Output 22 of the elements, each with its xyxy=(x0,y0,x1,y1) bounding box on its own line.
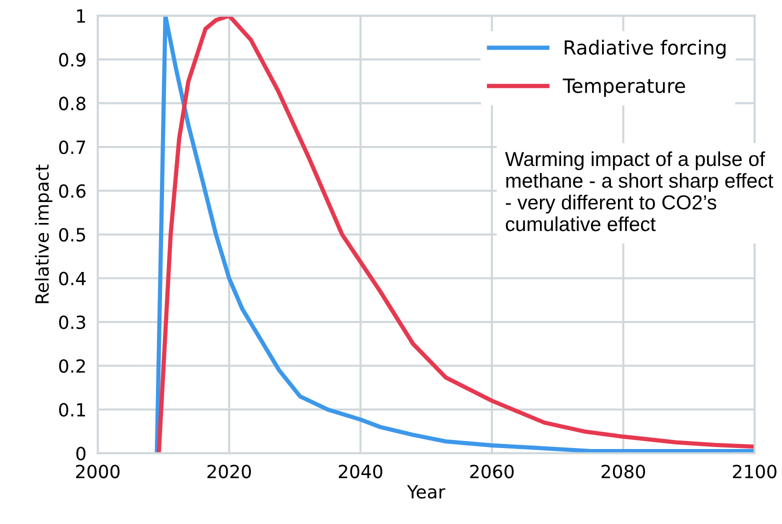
y-tick-label: 1 xyxy=(77,9,85,23)
x-tick-label: 2020 xyxy=(207,464,251,478)
y-tick-label: 0 xyxy=(76,446,86,460)
x-tick-label: 2060 xyxy=(470,464,514,478)
y-tick-label: 0.7 xyxy=(59,140,86,154)
x-tick-label: 2100 xyxy=(732,464,776,478)
y-tick-label: 0.3 xyxy=(59,315,86,330)
y-tick-label: 0.6 xyxy=(59,184,86,198)
x-axis-title: Year xyxy=(407,485,446,499)
y-tick-label: 0.9 xyxy=(59,52,86,67)
x-tick-label: 2000 xyxy=(76,464,120,478)
y-tick-label: 0.2 xyxy=(59,359,85,373)
annotation: Warming impact of a pulse of methane - a short sharp effect - very different to CO2’s cumulative effect xyxy=(505,151,774,232)
x-tick-label: 2080 xyxy=(602,464,646,478)
legend-label: Temperature xyxy=(562,78,686,97)
legend-label: Radiative forcing xyxy=(564,40,726,59)
y-tick-label: 0.4 xyxy=(59,272,86,286)
y-tick-label: 0.5 xyxy=(59,228,86,242)
x-tick-label: 2040 xyxy=(338,464,382,478)
y-tick-label: 0.1 xyxy=(59,402,85,417)
y-axis-title: Relative impact xyxy=(34,164,52,304)
y-tick-label: 0.8 xyxy=(59,96,86,110)
